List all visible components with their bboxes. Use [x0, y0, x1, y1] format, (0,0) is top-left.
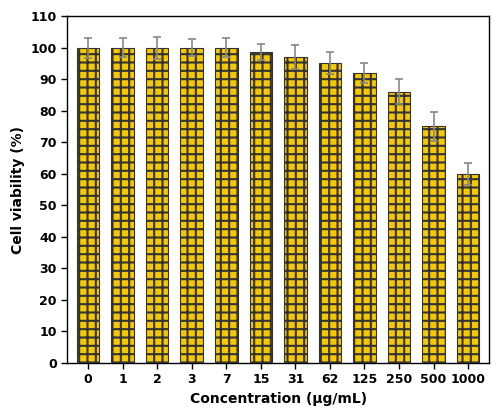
Bar: [388, 92, 410, 363]
Bar: [77, 48, 100, 363]
X-axis label: Concentration (μg/mL): Concentration (μg/mL): [190, 392, 366, 406]
Bar: [422, 126, 445, 363]
Bar: [457, 174, 479, 363]
Bar: [354, 73, 376, 363]
Y-axis label: Cell viability (%): Cell viability (%): [11, 126, 25, 254]
Bar: [215, 48, 238, 363]
Bar: [146, 48, 169, 363]
Bar: [112, 48, 134, 363]
Bar: [318, 63, 341, 363]
Bar: [284, 57, 306, 363]
Bar: [180, 48, 203, 363]
Bar: [250, 53, 272, 363]
